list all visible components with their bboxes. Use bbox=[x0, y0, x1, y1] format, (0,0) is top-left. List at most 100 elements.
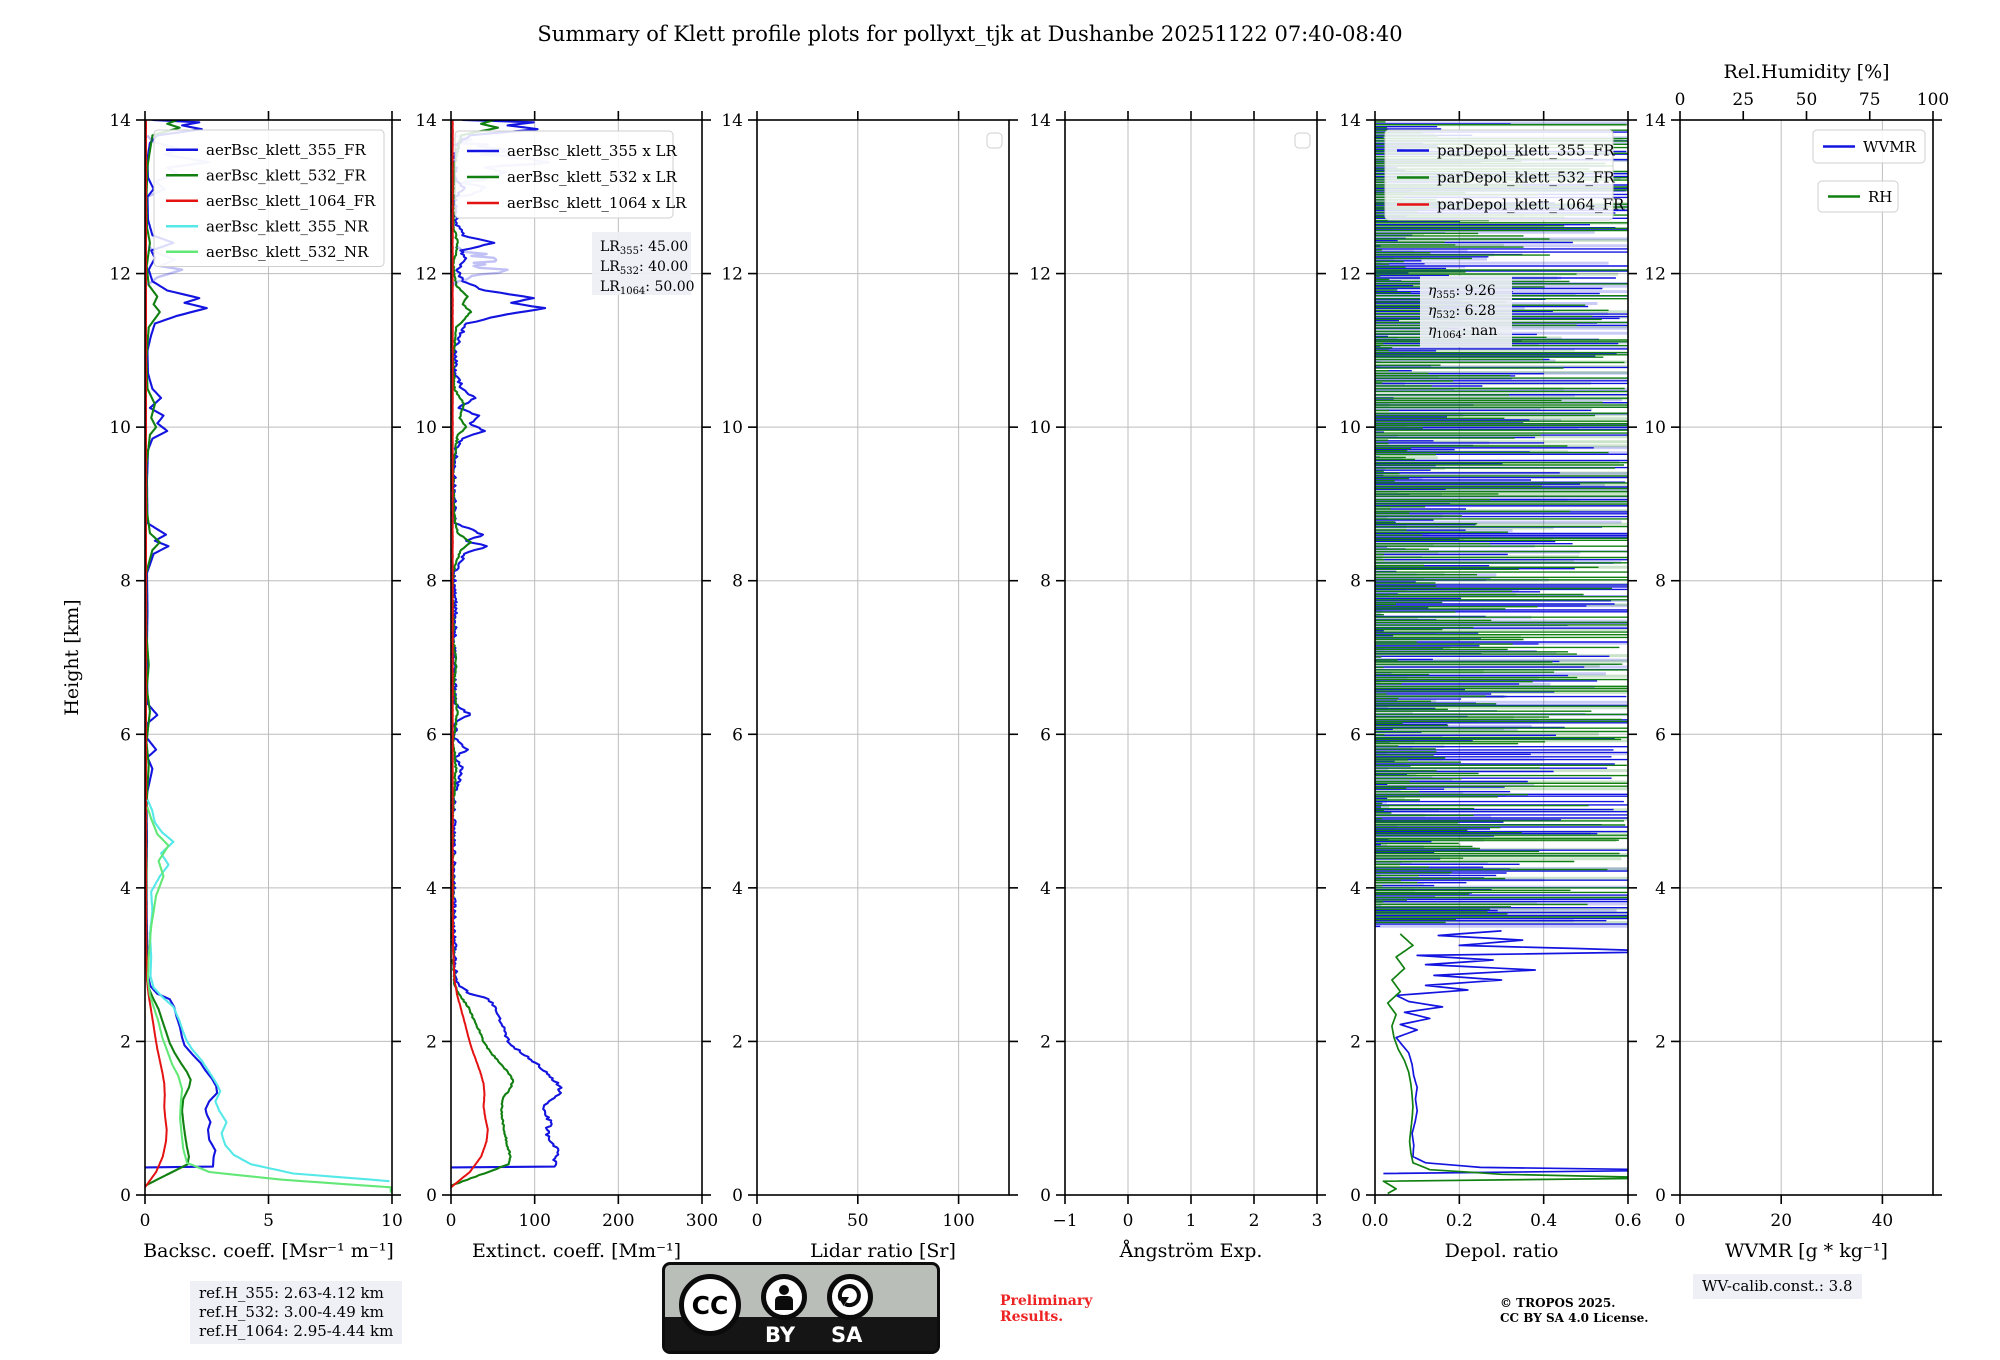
ytick-label: 6 bbox=[1040, 725, 1051, 745]
plot-frame bbox=[1679, 119, 1934, 1196]
xtick-label: 100 bbox=[518, 1211, 550, 1231]
legend-label-parDepol_klett_532_FR: parDepol_klett_532_FR bbox=[1437, 169, 1615, 187]
chart-2: 0 50 100 0 2 4 6 8 10 12 14 Lidar ratio [Sr] bbox=[721, 111, 1018, 1262]
xtick-label: 0 bbox=[140, 1211, 151, 1231]
x-axis-label: Lidar ratio [Sr] bbox=[810, 1240, 956, 1262]
cc-by-sa-badge: CC BY SA bbox=[662, 1262, 940, 1354]
xtick-label: 0.2 bbox=[1446, 1211, 1473, 1231]
ytick-label: 8 bbox=[1040, 572, 1051, 592]
ytick-label: 6 bbox=[426, 725, 437, 745]
ytick-label: 14 bbox=[1029, 111, 1051, 131]
ytick-label: 2 bbox=[426, 1032, 437, 1052]
ytick-label: 12 bbox=[1339, 265, 1361, 285]
share-alike-icon bbox=[827, 1274, 873, 1320]
annotation-chart1-line: LR1064: 50.00 bbox=[600, 279, 695, 297]
ytick-label: 0 bbox=[732, 1186, 743, 1206]
xtick-label: 0.4 bbox=[1530, 1211, 1557, 1231]
legend-label-aerBsc_klett_1064 x LR: aerBsc_klett_1064 x LR bbox=[507, 194, 687, 212]
xtick-label: 5 bbox=[263, 1211, 274, 1231]
xtick-label: 50 bbox=[847, 1211, 869, 1231]
legend-label-parDepol_klett_355_FR: parDepol_klett_355_FR bbox=[1437, 142, 1615, 160]
ytick-label: 8 bbox=[1350, 572, 1361, 592]
cc-logo-icon: CC bbox=[679, 1274, 741, 1336]
ytick-label: 12 bbox=[721, 265, 743, 285]
annotation-chart1-bg bbox=[592, 232, 691, 295]
tropos-license-note: © TROPOS 2025. CC BY SA 4.0 License. bbox=[1500, 1296, 1648, 1326]
ytick-label: 0 bbox=[1350, 1186, 1361, 1206]
ytick-label: 4 bbox=[1655, 879, 1666, 899]
xtick-label: 200 bbox=[602, 1211, 634, 1231]
ytick-label: 10 bbox=[109, 418, 131, 438]
ytick-label: 0 bbox=[426, 1186, 437, 1206]
x-axis-label: Depol. ratio bbox=[1445, 1240, 1559, 1262]
legend-label-aerBsc_klett_532_NR: aerBsc_klett_532_NR bbox=[206, 243, 369, 261]
chart-1: 0 100 200 300 0 2 4 6 8 10 12 14 Extinct. coeff. [Mm… bbox=[415, 111, 718, 1262]
legend-empty-placeholder bbox=[1294, 132, 1311, 149]
top-xtick-label: 75 bbox=[1859, 90, 1881, 110]
ytick-label: 12 bbox=[109, 265, 131, 285]
ytick-label: 10 bbox=[721, 418, 743, 438]
xtick-label: 100 bbox=[942, 1211, 974, 1231]
figure-title: Summary of Klett profile plots for polly… bbox=[537, 22, 1403, 46]
ytick-label: 10 bbox=[1644, 418, 1666, 438]
series-aerBsc_klett_532 x LR bbox=[451, 120, 515, 1187]
ytick-label: 8 bbox=[732, 572, 743, 592]
ytick-label: 2 bbox=[1350, 1032, 1361, 1052]
ytick-label: 10 bbox=[1339, 418, 1361, 438]
ytick-label: 2 bbox=[1655, 1032, 1666, 1052]
legend-chart4-frame bbox=[1384, 129, 1614, 221]
series-aerBsc_klett_1064 x LR bbox=[451, 120, 489, 1189]
legend-label-aerBsc_klett_532 x LR: aerBsc_klett_532 x LR bbox=[507, 168, 678, 186]
series-group-1 bbox=[451, 120, 563, 1189]
legend-label-WVMR: WVMR bbox=[1863, 138, 1917, 156]
xtick-label: 0.6 bbox=[1614, 1211, 1641, 1231]
cc-by-label: BY bbox=[765, 1323, 796, 1347]
y-axis-label: Height [km] bbox=[61, 599, 83, 715]
x-axis-label: Extinct. coeff. [Mm⁻¹] bbox=[472, 1240, 681, 1262]
series-aerBsc_klett_1064_FR bbox=[145, 120, 168, 1188]
legend-label-aerBsc_klett_355_NR: aerBsc_klett_355_NR bbox=[206, 217, 369, 235]
preliminary-results-note: Preliminary Results. bbox=[1000, 1293, 1093, 1325]
cc-sa-label: SA bbox=[831, 1323, 863, 1347]
legend-chart0-frame bbox=[153, 129, 385, 267]
x-axis-label: Ångström Exp. bbox=[1119, 1240, 1263, 1262]
legend-label-aerBsc_klett_532_FR: aerBsc_klett_532_FR bbox=[206, 166, 366, 184]
legend-label-aerBsc_klett_1064_FR: aerBsc_klett_1064_FR bbox=[206, 192, 376, 210]
ytick-label: 2 bbox=[120, 1032, 131, 1052]
ytick-label: 4 bbox=[426, 879, 437, 899]
ytick-label: 0 bbox=[120, 1186, 131, 1206]
ytick-label: 14 bbox=[1644, 111, 1666, 131]
x-axis-label: Backsc. coeff. [Msr⁻¹ m⁻¹] bbox=[143, 1240, 394, 1262]
ytick-label: 0 bbox=[1040, 1186, 1051, 1206]
ytick-label: 2 bbox=[1040, 1032, 1051, 1052]
series-parDepol_klett_355_FR bbox=[1383, 930, 1628, 1175]
series-parDepol_klett_532_FR bbox=[1382, 933, 1628, 1195]
legend-label-aerBsc_klett_355 x LR: aerBsc_klett_355 x LR bbox=[507, 142, 678, 160]
ytick-label: 4 bbox=[1350, 879, 1361, 899]
annotation-chart1-line: LR355: 45.00 bbox=[600, 239, 688, 257]
xtick-label: 10 bbox=[381, 1211, 403, 1231]
annotation-chart4-line: η1064: nan bbox=[1428, 323, 1497, 341]
ytick-label: 4 bbox=[732, 879, 743, 899]
legend-chart1-frame bbox=[454, 130, 674, 219]
ytick-label: 2 bbox=[732, 1032, 743, 1052]
legend-box-frame bbox=[1812, 129, 1926, 164]
plot-frame bbox=[450, 119, 703, 1196]
xtick-label: 40 bbox=[1872, 1211, 1894, 1231]
legend-empty-placeholder bbox=[986, 132, 1003, 149]
xtick-label: 1 bbox=[1186, 1211, 1197, 1231]
series-aerBsc_klett_355_NR bbox=[146, 799, 390, 1183]
ytick-label: 6 bbox=[1655, 725, 1666, 745]
chart-5: 0 20 40 0 25 50 75 100 Rel.Humidity [%] 0 2 4 6 8 10 12… bbox=[1644, 61, 1949, 1262]
ytick-label: 4 bbox=[1040, 879, 1051, 899]
wv-calibration-annotation: WV-calib.const.: 3.8 bbox=[1693, 1274, 1862, 1299]
ytick-label: 12 bbox=[1029, 265, 1051, 285]
tropos-license: CC BY SA 4.0 License. bbox=[1500, 1311, 1649, 1325]
top-axis-label: Rel.Humidity [%] bbox=[1723, 61, 1889, 83]
annotation-chart4-line: η532: 6.28 bbox=[1428, 303, 1496, 321]
xtick-label: 0 bbox=[1675, 1211, 1686, 1231]
attribution-person-icon bbox=[761, 1274, 807, 1320]
